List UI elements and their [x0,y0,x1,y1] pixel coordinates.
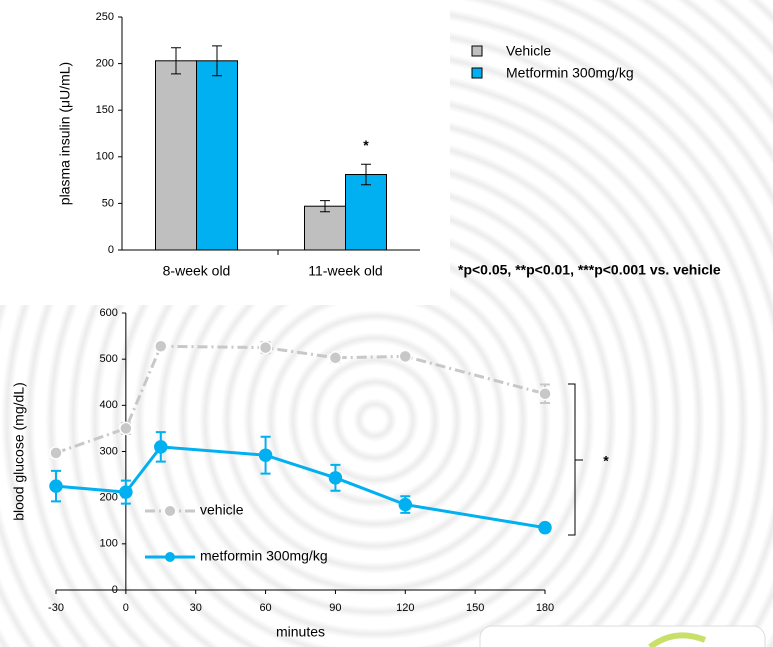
y-tick-label: 600 [99,307,117,319]
y-tick-label: 400 [99,399,117,411]
y-tick-label: 0 [108,244,114,256]
logo [648,632,707,647]
series-line [55,344,546,455]
legend-label: vehicle [200,502,244,518]
bracket [568,383,583,536]
note: *p<0.05, **p<0.01, ***p<0.001 vs. vehicl… [458,262,721,278]
x-tick-label: 60 [259,602,271,614]
y-tick-label: 300 [99,445,117,457]
y-axis-label: blood glucose (mg/dL) [11,382,27,521]
logo-box [479,625,766,647]
x-tick-label: 11-week old [308,263,382,279]
x-tick-label: -30 [48,602,64,614]
y-tick-label: 200 [99,492,117,504]
bar [304,205,346,251]
bar [155,60,197,251]
bar [196,60,238,251]
marker [258,448,273,462]
marker [398,349,413,364]
legend-swatch [471,45,483,57]
x-tick-label: 90 [329,602,341,614]
marker [119,421,133,436]
marker [119,485,133,499]
error-bar [171,47,181,75]
x-tick-label: 180 [536,602,554,614]
bar [345,174,387,251]
legend-label: Metformin 300mg/kg [506,65,634,81]
error-bar [320,200,330,213]
legend-swatch [471,67,483,79]
x-tick-label: 8-week old [163,263,231,279]
y-tick-label: 250 [96,11,114,23]
marker [398,497,413,512]
x-axis-label: minutes [276,624,325,640]
marker [538,520,552,535]
marker [258,340,273,355]
marker [154,339,168,353]
x-tick-label: 0 [123,602,129,614]
marker [49,479,63,493]
x-tick-label: 120 [396,602,414,614]
marker [154,440,168,454]
error-bar [212,45,222,77]
legend-marker [165,506,175,516]
legend-marker [165,552,175,562]
x-tick-label: 30 [190,602,202,614]
y-tick-label: 100 [99,538,117,550]
marker [538,387,552,401]
marker [328,351,343,365]
y-tick-label: 50 [102,197,114,209]
y-axis-label: plasma insulin (μU/mL) [57,62,73,205]
legend-label: Vehicle [506,43,551,59]
significance: * [363,137,369,153]
significance: * [603,453,609,469]
legend-label: metformin 300mg/kg [200,548,328,564]
y-tick-label: 500 [99,353,117,365]
error-bar [361,163,371,186]
y-tick-label: 100 [96,151,114,163]
y-tick-label: 200 [96,58,114,70]
x-tick-label: 150 [466,602,484,614]
marker [49,446,63,460]
marker [328,471,343,485]
y-tick-label: 150 [96,104,114,116]
